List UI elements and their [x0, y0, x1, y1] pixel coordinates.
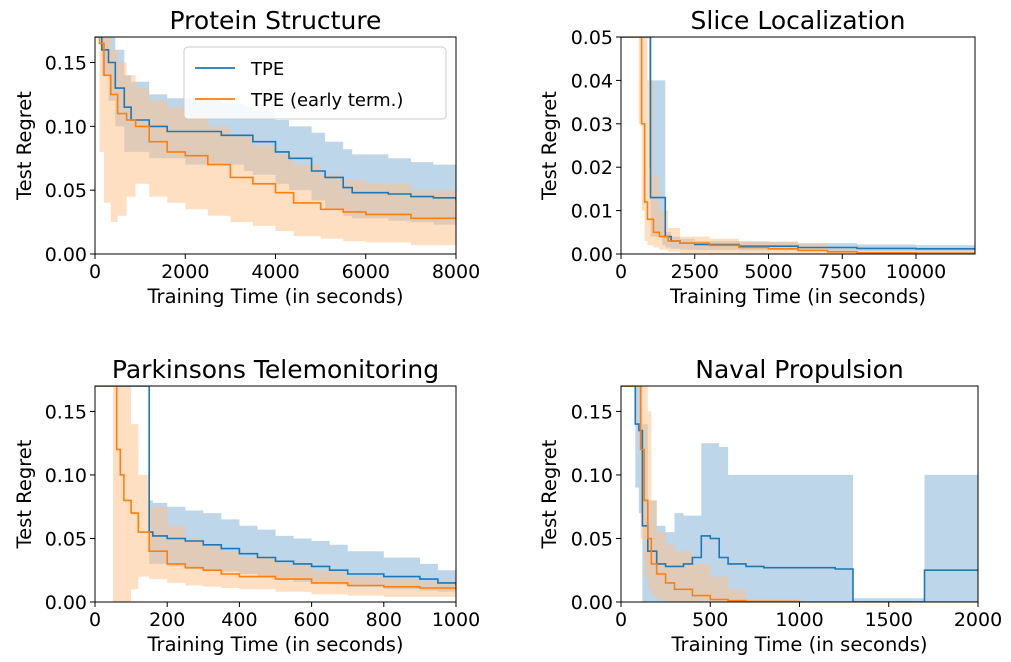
x-tick-label: 1000	[775, 609, 823, 631]
x-tick-label: 2000	[161, 261, 209, 283]
y-tick-label: 0.00	[45, 244, 87, 266]
x-tick-label: 2000	[954, 609, 1002, 631]
band-tpe-early	[95, 37, 456, 247]
y-tick-label: 0.05	[45, 528, 87, 550]
band-tpe	[621, 386, 978, 602]
x-tick-label: 6000	[342, 261, 390, 283]
x-tick-label: 5000	[744, 261, 792, 283]
series-line-tpe	[621, 37, 975, 250]
y-tick-label: 0.00	[571, 244, 613, 266]
x-tick-label: 0	[615, 261, 627, 283]
y-tick-label: 0.05	[571, 528, 613, 550]
x-tick-label: 2500	[671, 261, 719, 283]
legend-frame	[183, 46, 447, 120]
series-line-tpe-early	[621, 386, 978, 602]
y-tick-label: 0.01	[571, 201, 613, 223]
y-axis-label: Test Regret	[13, 439, 36, 549]
x-tick-label: 800	[366, 609, 402, 631]
x-tick-label: 10000	[886, 261, 946, 283]
x-tick-label: 4000	[251, 261, 299, 283]
band-tpe-early	[621, 386, 978, 602]
x-tick-label: 200	[149, 609, 185, 631]
legend-label: TPE (early term.)	[250, 90, 403, 111]
chart-panel-3: 0 200 400 600 800 1000 0.00 0.05 0.10 0.15 Parkins…	[13, 355, 480, 656]
x-tick-label: 8000	[432, 261, 480, 283]
legend-label: TPE	[250, 59, 284, 80]
band-tpe	[621, 37, 975, 252]
y-tick-label: 0.04	[571, 70, 613, 92]
series-line-tpe-early	[95, 386, 456, 590]
series-line-tpe	[621, 386, 978, 602]
y-tick-label: 0.10	[45, 116, 87, 138]
x-tick-label: 1000	[432, 609, 480, 631]
y-tick-label: 0.10	[571, 465, 613, 487]
plot-area	[95, 386, 456, 602]
x-axis-label: Training Time (in seconds)	[147, 633, 404, 656]
x-axis-label: Training Time (in seconds)	[671, 633, 928, 656]
axes-frame	[620, 36, 976, 255]
chart-panel-2: 0 2500 5000 7500 10000 0.00 0.01 0.02 0.03 0.04 0.…	[538, 6, 976, 308]
x-tick-label: 1500	[865, 609, 913, 631]
x-tick-label: 500	[692, 609, 728, 631]
y-tick-label: 0.15	[571, 401, 613, 423]
chart-title: Parkinsons Telemonitoring	[112, 355, 439, 384]
chart-panel-1: 0 2000 4000 6000 8000 0.00 0.05 0.10 0.15 Protein…	[13, 6, 480, 308]
series-line-tpe-early	[95, 37, 456, 220]
y-tick-label: 0.00	[45, 592, 87, 614]
chart-title: Protein Structure	[170, 6, 382, 35]
band-tpe-early	[95, 386, 456, 602]
chart-panel-4: 0 500 1000 1500 2000 0.00 0.05 0.10 0.15 Naval Pr…	[538, 355, 1002, 656]
series-line-tpe	[95, 386, 456, 586]
x-tick-label: 0	[615, 609, 627, 631]
y-tick-label: 0.00	[571, 592, 613, 614]
y-tick-label: 0.15	[45, 53, 87, 75]
x-axis-label: Training Time (in seconds)	[147, 285, 404, 308]
plot-area	[95, 37, 456, 247]
x-tick-label: 400	[221, 609, 257, 631]
chart-title: Slice Localization	[691, 6, 906, 35]
x-tick-label: 0	[89, 609, 101, 631]
legend: TPE TPE (early term.)	[183, 46, 447, 120]
plot-area	[621, 37, 975, 254]
x-axis-label: Training Time (in seconds)	[669, 285, 926, 308]
y-tick-label: 0.02	[571, 157, 613, 179]
chart-title: Naval Propulsion	[695, 355, 903, 384]
x-tick-label: 600	[293, 609, 329, 631]
y-tick-label: 0.15	[45, 401, 87, 423]
y-tick-label: 0.05	[45, 180, 87, 202]
x-tick-label: 7500	[818, 261, 866, 283]
band-tpe-early	[621, 37, 975, 254]
y-tick-label: 0.05	[571, 27, 613, 49]
y-axis-label: Test Regret	[538, 439, 561, 549]
y-tick-label: 0.10	[45, 465, 87, 487]
y-axis-label: Test Regret	[538, 91, 561, 201]
series-line-tpe	[95, 37, 456, 201]
series-line-tpe-early	[621, 37, 975, 254]
y-axis-label: Test Regret	[13, 91, 36, 201]
x-tick-label: 0	[89, 261, 101, 283]
y-tick-label: 0.03	[571, 114, 613, 136]
plot-area	[621, 386, 978, 602]
axes-frame	[94, 385, 457, 603]
